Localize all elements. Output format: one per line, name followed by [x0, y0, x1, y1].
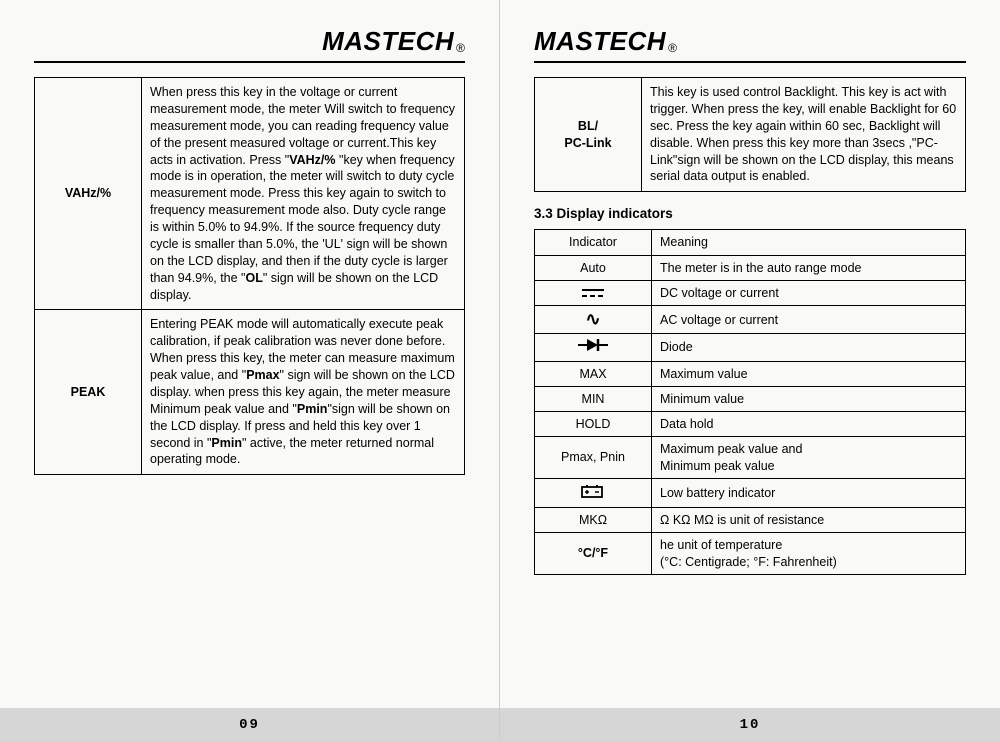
indicator-header: Indicator — [535, 230, 652, 255]
table-row: PEAKEntering PEAK mode will automaticall… — [35, 310, 465, 475]
brand-row-left: MASTECH ® — [34, 26, 465, 57]
key-label-cell: PEAK — [35, 310, 142, 475]
table-row: MKΩΩ KΩ MΩ is unit of resistance — [535, 508, 966, 533]
manual-spread: MASTECH ® VAHz/%When press this key in t… — [0, 0, 1000, 742]
indicator-cell — [535, 478, 652, 507]
meaning-cell: Maximum peak value andMinimum peak value — [652, 437, 966, 479]
meaning-cell: Diode — [652, 334, 966, 361]
header-rule — [34, 61, 465, 63]
table-row: ∿ AC voltage or current — [535, 306, 966, 334]
dc-icon — [580, 287, 606, 299]
table-row: Diode — [535, 334, 966, 361]
table-row: HOLDData hold — [535, 412, 966, 437]
table-row: VAHz/%When press this key in the voltage… — [35, 78, 465, 310]
table-row: BL/PC-LinkThis key is used control Backl… — [535, 78, 966, 192]
section-title: 3.3 Display indicators — [534, 206, 966, 221]
page-number-value: 10 — [740, 717, 761, 733]
indicator-cell: ∿ — [535, 306, 652, 334]
table-row: MINMinimum value — [535, 386, 966, 411]
brand-row-right: MASTECH ® — [534, 26, 966, 57]
indicator-cell: MKΩ — [535, 508, 652, 533]
indicator-table: IndicatorMeaningAutoThe meter is in the … — [534, 229, 966, 575]
key-description-cell: This key is used control Backlight. This… — [642, 78, 966, 192]
brand-logo: MASTECH — [534, 26, 666, 57]
registered-mark: ® — [668, 41, 677, 55]
diode-icon — [578, 338, 608, 352]
meaning-header: Meaning — [652, 230, 966, 255]
page-number-value: 09 — [239, 717, 260, 733]
key-function-table-right: BL/PC-LinkThis key is used control Backl… — [534, 77, 966, 192]
meaning-cell: Low battery indicator — [652, 478, 966, 507]
meaning-cell: Ω KΩ MΩ is unit of resistance — [652, 508, 966, 533]
meaning-cell: Data hold — [652, 412, 966, 437]
table-row: °C/°Fhe unit of temperature(°C: Centigra… — [535, 533, 966, 575]
table-row: Low battery indicator — [535, 478, 966, 507]
meaning-cell: DC voltage or current — [652, 280, 966, 305]
meaning-cell: Maximum value — [652, 361, 966, 386]
table-header-row: IndicatorMeaning — [535, 230, 966, 255]
key-description-cell: Entering PEAK mode will automatically ex… — [142, 310, 465, 475]
meaning-cell: Minimum value — [652, 386, 966, 411]
indicator-cell — [535, 334, 652, 361]
indicator-cell: Pmax, Pnin — [535, 437, 652, 479]
indicator-cell: HOLD — [535, 412, 652, 437]
indicator-cell: °C/°F — [535, 533, 652, 575]
meaning-cell: he unit of temperature(°C: Centigrade; °… — [652, 533, 966, 575]
table-row: AutoThe meter is in the auto range mode — [535, 255, 966, 280]
indicator-cell: MAX — [535, 361, 652, 386]
header-rule — [534, 61, 966, 63]
meaning-cell: The meter is in the auto range mode — [652, 255, 966, 280]
key-label-cell: VAHz/% — [35, 78, 142, 310]
page-left: MASTECH ® VAHz/%When press this key in t… — [0, 0, 500, 742]
meaning-cell: AC voltage or current — [652, 306, 966, 334]
registered-mark: ® — [456, 41, 465, 55]
key-label-cell: BL/PC-Link — [535, 78, 642, 192]
key-description-cell: When press this key in the voltage or cu… — [142, 78, 465, 310]
table-row: DC voltage or current — [535, 280, 966, 305]
table-row: Pmax, PninMaximum peak value andMinimum … — [535, 437, 966, 479]
indicator-cell — [535, 280, 652, 305]
ac-icon: ∿ — [585, 309, 600, 329]
indicator-cell: MIN — [535, 386, 652, 411]
brand-logo: MASTECH — [322, 26, 454, 57]
indicator-cell: Auto — [535, 255, 652, 280]
page-right: MASTECH ® BL/PC-LinkThis key is used con… — [500, 0, 1000, 742]
battery-icon — [580, 483, 606, 499]
key-function-table-left: VAHz/%When press this key in the voltage… — [34, 77, 465, 475]
page-number-right: 10 — [500, 708, 1000, 742]
page-number-left: 09 — [0, 708, 499, 742]
table-row: MAXMaximum value — [535, 361, 966, 386]
